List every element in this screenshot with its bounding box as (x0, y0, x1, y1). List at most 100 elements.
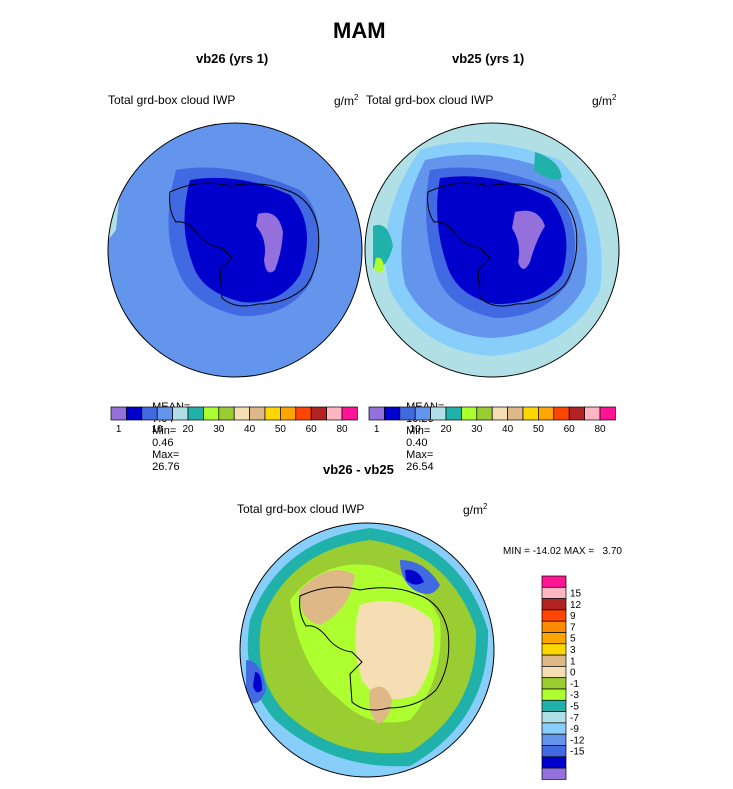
diff-colorbar-swatch (541, 586, 567, 599)
panel-1-field-label: Total grd-box cloud IWP (108, 93, 236, 107)
panel-1-colorbar-swatch (295, 406, 312, 421)
panel-2-colorbar-swatch (538, 406, 555, 421)
panel-1-colorbar-swatch (187, 406, 204, 421)
diff-title: vb26 - vb25 (323, 462, 394, 477)
panel-1-colorbar-swatch (233, 406, 250, 421)
panel-2-colorbar-swatch (507, 406, 524, 421)
panel-1-max-label: Max= (152, 449, 180, 461)
diff-colorbar-swatch (541, 722, 567, 735)
panel-1-map (108, 123, 362, 377)
diff-colorbar-swatch (541, 643, 567, 656)
diff-colorbar-swatch (541, 733, 567, 746)
panel-2-field-label: Total grd-box cloud IWP (366, 93, 494, 107)
panel-2-colorbar-swatch (491, 406, 508, 421)
diff-colorbar-swatch (541, 756, 567, 769)
panel-1-colorbar-swatch (310, 406, 327, 421)
panel-2-colorbar-swatch (368, 406, 385, 421)
diff-colorbar-swatch (541, 609, 567, 622)
panel-2-colorbar-swatch (568, 406, 585, 421)
panel-1-colorbar-label: 10 (152, 424, 164, 435)
diff-minmax: MIN = -14.02 MAX = 3.70 (503, 546, 622, 557)
panel-1-map-border (107, 122, 363, 378)
diff-colorbar-label: -15 (570, 747, 585, 758)
panel-1-max-value: 26.76 (152, 461, 180, 473)
panel-1-colorbar-swatch (156, 406, 173, 421)
diff-colorbar-label: 7 (570, 622, 576, 633)
diff-colorbar-label: -12 (570, 735, 585, 746)
panel-2-colorbar-swatch (384, 406, 401, 421)
panel-1-colorbar: 1 10 20 30 40 50 60 80 (110, 406, 358, 435)
panel-1-units: g/m2 (334, 93, 358, 108)
panel-1-colorbar-label: 20 (182, 424, 194, 435)
panel-1-colorbar-swatch (141, 406, 158, 421)
panel-1-min-label: Min= (152, 425, 177, 437)
diff-colorbar-label: -5 (570, 701, 579, 712)
panel-2-colorbar-swatch (584, 406, 601, 421)
diff-colorbar-swatch (541, 632, 567, 645)
diff-colorbar-swatch (541, 767, 567, 780)
panel-1-colorbar-swatch (249, 406, 266, 421)
diff-field-label: Total grd-box cloud IWP (237, 502, 365, 516)
diff-colorbar-label: -3 (570, 690, 579, 701)
diff-colorbar-swatch (541, 598, 567, 611)
panel-1-colorbar-swatch (326, 406, 343, 421)
panel-2-colorbar: 1 10 20 30 40 50 60 80 (368, 406, 616, 435)
panel-2-colorbar-label: 30 (471, 424, 483, 435)
panel-2-units-sup: 2 (612, 93, 617, 102)
panel-2-colorbar-swatch (430, 406, 447, 421)
diff-antarctica-coastline (299, 586, 450, 711)
diff-colorbar-label: -7 (570, 713, 579, 724)
panel-1-colorbar-label: 60 (306, 424, 318, 435)
panel-1-colorbar-swatch (110, 406, 127, 421)
panel-2-colorbar-label: 10 (410, 424, 422, 435)
panel-2-max-label: Max= (406, 449, 434, 461)
diff-colorbar-swatch (541, 688, 567, 701)
panel-1-colorbar-swatch (126, 406, 143, 421)
diff-colorbar-label: 15 (570, 588, 582, 599)
panel-2-map (365, 123, 619, 377)
panel-2-colorbar-label: 40 (502, 424, 514, 435)
panel-2-colorbar-swatch (599, 406, 616, 421)
panel-1-colorbar-label: 30 (213, 424, 225, 435)
diff-colorbar-swatch (541, 654, 567, 667)
panel-2-subtitle: vb25 (yrs 1) (452, 51, 525, 66)
diff-map-border (239, 522, 495, 778)
panel-2-colorbar-swatch (445, 406, 462, 421)
diff-colorbar-label: -9 (570, 724, 579, 735)
diff-colorbar-label: 9 (570, 611, 576, 622)
panel-1-min-value: 0.46 (152, 437, 174, 449)
panel-1-colorbar-swatch (203, 406, 220, 421)
panel-2-colorbar-swatch (414, 406, 431, 421)
panel-2-colorbar-swatch (399, 406, 416, 421)
panel-1-units-sup: 2 (354, 93, 359, 102)
panel-2-units: g/m2 (592, 93, 616, 108)
panel-2-colorbar-swatch (553, 406, 570, 421)
panel-2-colorbar-swatch (461, 406, 478, 421)
diff-colorbar-swatch (541, 666, 567, 679)
panel-2-colorbar-label: 50 (533, 424, 545, 435)
panel-2-units-text: g/m (592, 94, 613, 108)
diff-colorbar-swatch (541, 711, 567, 724)
panel-1-colorbar-swatch (264, 406, 281, 421)
panel-1-colorbar-label: 80 (336, 424, 348, 435)
panel-1-colorbar-swatch (341, 406, 358, 421)
panel-2-colorbar-label: 60 (564, 424, 576, 435)
diff-units-sup: 2 (483, 502, 488, 511)
diff-colorbar-swatch (541, 699, 567, 712)
panel-2-colorbar-swatch (522, 406, 539, 421)
panel-2-max-value: 26.54 (406, 461, 434, 473)
panel-1-subtitle: vb26 (yrs 1) (196, 51, 269, 66)
diff-colorbar-swatch (541, 620, 567, 633)
panel-2-antarctica-coastline (427, 182, 578, 307)
panel-1-colorbar-label: 1 (116, 424, 122, 435)
panel-2-colorbar-label: 80 (594, 424, 606, 435)
diff-colorbar-swatch (541, 677, 567, 690)
diff-units: g/m2 (463, 502, 487, 517)
diff-colorbar-swatch (541, 575, 567, 588)
panel-2-colorbar-label: 1 (374, 424, 380, 435)
panel-2-colorbar-label: 20 (440, 424, 452, 435)
diff-colorbar-label: 0 (570, 668, 576, 679)
diff-map (240, 523, 494, 777)
diff-colorbar-label: -1 (570, 679, 579, 690)
